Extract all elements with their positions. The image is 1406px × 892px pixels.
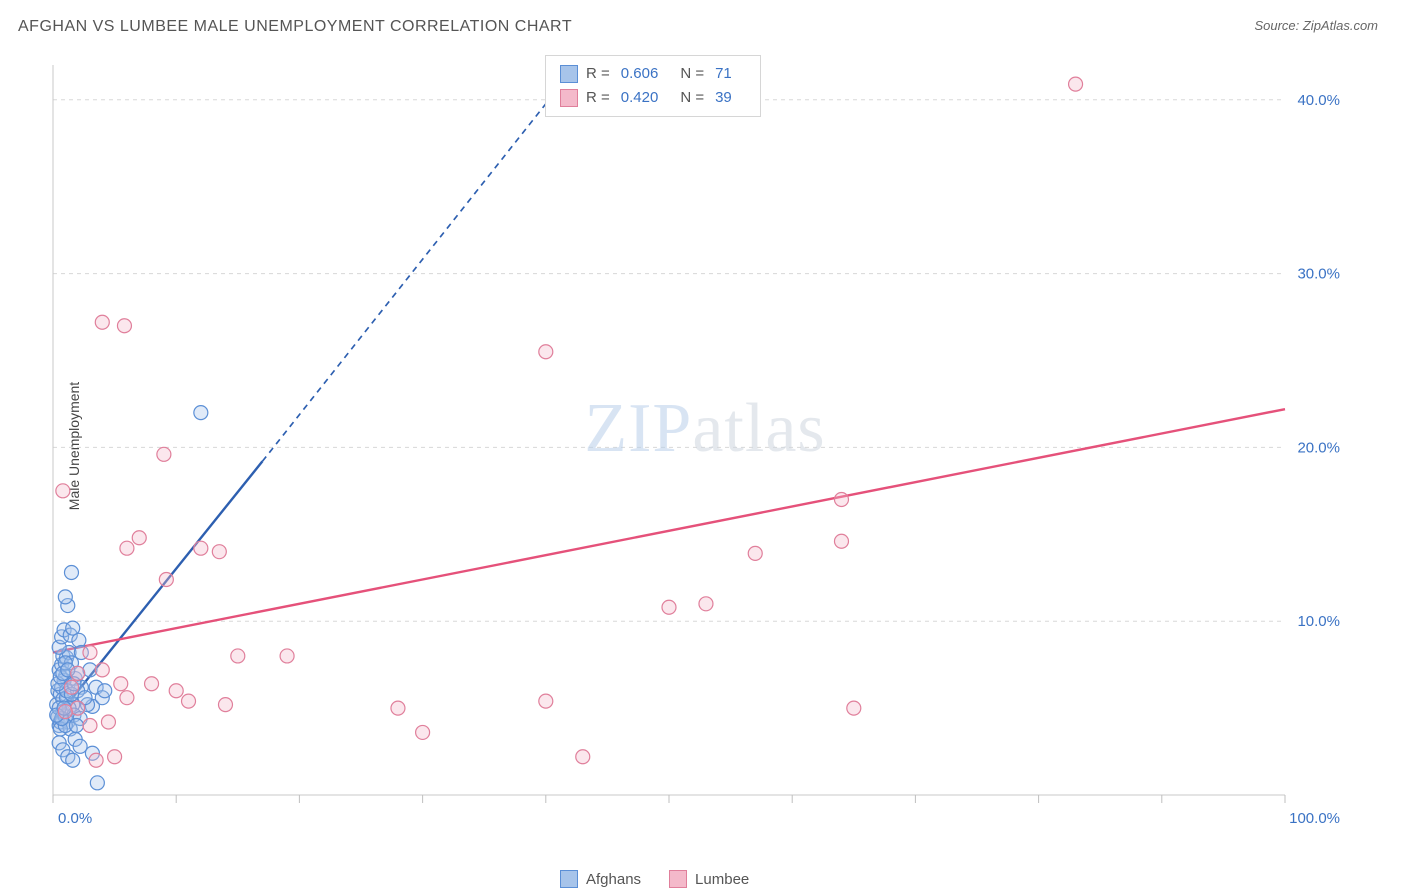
- svg-text:0.0%: 0.0%: [58, 810, 92, 827]
- legend-row: R = 0.606 N = 71: [560, 62, 746, 86]
- svg-text:10.0%: 10.0%: [1297, 613, 1340, 630]
- n-value: 39: [715, 86, 732, 110]
- n-label: N =: [680, 62, 704, 86]
- r-value: 0.420: [621, 86, 659, 110]
- legend-swatch: [560, 89, 578, 107]
- legend-swatch: [560, 870, 578, 888]
- legend-label: Lumbee: [695, 871, 749, 888]
- legend-item: Afghans: [560, 870, 641, 888]
- svg-text:40.0%: 40.0%: [1297, 92, 1340, 109]
- legend-row: R = 0.420 N = 39: [560, 86, 746, 110]
- plot-area: 10.0%20.0%30.0%40.0%0.0%100.0% ZIPatlas: [45, 50, 1365, 840]
- svg-text:30.0%: 30.0%: [1297, 266, 1340, 283]
- chart-title: AFGHAN VS LUMBEE MALE UNEMPLOYMENT CORRE…: [18, 18, 572, 36]
- legend-label: Afghans: [586, 871, 641, 888]
- legend-swatch: [669, 870, 687, 888]
- n-value: 71: [715, 62, 732, 86]
- chart-svg: 10.0% 20.0% 30.0% 40.0% 0.0% 100.0%: [45, 50, 1365, 840]
- svg-text:20.0%: 20.0%: [1297, 439, 1340, 456]
- series-legend: Afghans Lumbee: [560, 870, 749, 888]
- r-label: R =: [586, 86, 610, 110]
- r-value: 0.606: [621, 62, 659, 86]
- source-label: Source: ZipAtlas.com: [1254, 18, 1378, 33]
- legend-swatch: [560, 65, 578, 83]
- svg-text:100.0%: 100.0%: [1289, 810, 1340, 827]
- correlation-legend: R = 0.606 N = 71 R = 0.420 N = 39: [545, 55, 761, 117]
- r-label: R =: [586, 62, 610, 86]
- n-label: N =: [680, 86, 704, 110]
- legend-item: Lumbee: [669, 870, 749, 888]
